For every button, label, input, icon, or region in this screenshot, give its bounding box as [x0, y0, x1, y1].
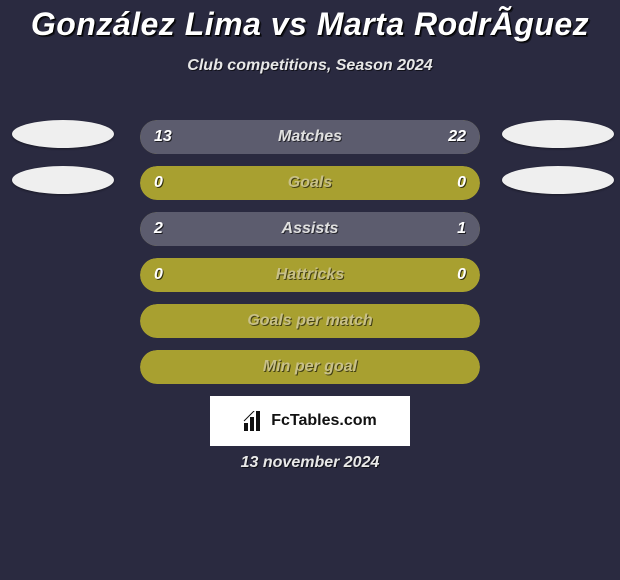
stat-row: Min per goal: [140, 350, 480, 384]
avatar-placeholder: [502, 166, 614, 194]
stat-value-right: 22: [448, 120, 466, 154]
stat-row: Goals per match: [140, 304, 480, 338]
page-title: González Lima vs Marta RodrÃ­guez: [0, 6, 620, 43]
stat-label: Assists: [140, 212, 480, 246]
stat-label: Goals: [140, 166, 480, 200]
stat-row: Hattricks0 0: [140, 258, 480, 292]
stat-value-right: 0: [457, 258, 466, 292]
stat-label: Min per goal: [140, 350, 480, 384]
stat-row: Assists2 1: [140, 212, 480, 246]
page-subtitle: Club competitions, Season 2024: [0, 57, 620, 75]
comparison-card: González Lima vs Marta RodrÃ­guez Club c…: [0, 0, 620, 580]
footer-date: 13 november 2024: [0, 454, 620, 472]
stat-bars: Matches1322Goals00Assists21Hattricks00Go…: [140, 120, 480, 396]
avatar-placeholder: [12, 120, 114, 148]
brand-text: FcTables.com: [271, 412, 377, 430]
stat-value-left: 13: [154, 120, 172, 154]
avatar-placeholder: [12, 166, 114, 194]
stat-value-left: 0: [154, 258, 163, 292]
player-right-avatars: [502, 120, 612, 212]
stat-label: Goals per match: [140, 304, 480, 338]
brand-badge: FcTables.com: [210, 396, 410, 446]
stat-value-right: 0: [457, 166, 466, 200]
brand-bars-icon: [243, 411, 265, 431]
stat-value-left: 2: [154, 212, 163, 246]
player-left-avatars: [8, 120, 118, 212]
avatar-placeholder: [502, 120, 614, 148]
stat-value-left: 0: [154, 166, 163, 200]
stat-label: Hattricks: [140, 258, 480, 292]
stat-label: Matches: [140, 120, 480, 154]
stat-row: Matches13 22: [140, 120, 480, 154]
stat-value-right: 1: [457, 212, 466, 246]
stat-row: Goals0 0: [140, 166, 480, 200]
